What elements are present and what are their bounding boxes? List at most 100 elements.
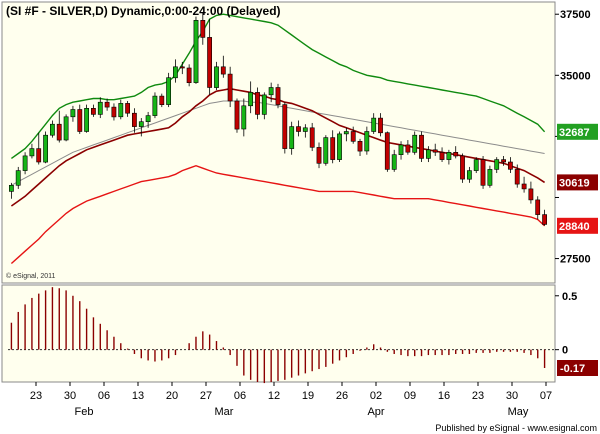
x-tick-label: 20: [166, 390, 178, 402]
x-tick-label: 23: [30, 390, 42, 402]
candle-body: [56, 123, 62, 141]
x-tick-label: 02: [370, 390, 382, 402]
candle-body: [166, 77, 171, 105]
candle-body: [214, 66, 219, 88]
candle-body: [261, 94, 267, 115]
osc-y-tick-label: 0: [562, 345, 568, 357]
candle-body: [207, 37, 212, 88]
x-tick-label: 19: [302, 390, 314, 402]
candle-body: [357, 141, 363, 152]
x-tick-label: 13: [132, 390, 144, 402]
candle-body: [227, 73, 233, 102]
candle-body: [343, 131, 349, 135]
footer-credit: Published by eSignal - www.esignal.com: [435, 423, 597, 433]
candle-body: [43, 134, 48, 163]
candle-body: [132, 112, 137, 127]
upper-band-value-badge-box: [557, 123, 598, 140]
x-tick-label: 26: [336, 390, 348, 402]
candle-body: [125, 103, 130, 114]
candle-body: [159, 95, 165, 105]
candle-body: [507, 161, 513, 170]
candle-body: [282, 104, 288, 149]
candle-body: [15, 170, 21, 186]
candle-body: [248, 92, 253, 107]
candle-body: [29, 148, 35, 157]
y-axis: 37500 35000 27500 32687 30619 28840: [555, 9, 598, 266]
candle-body: [220, 66, 226, 75]
middle-band-value-badge-box: [557, 174, 598, 191]
month-label: May: [508, 406, 529, 418]
candle-body: [542, 214, 547, 225]
upper-band-value-badge: 32687: [559, 127, 590, 139]
candle-body: [268, 87, 274, 96]
candle-body: [337, 133, 342, 160]
x-tick-label: 30: [506, 390, 518, 402]
candle-body: [432, 149, 438, 153]
lower-band-value-badge: 28840: [559, 221, 590, 233]
x-tick-label: 30: [64, 390, 76, 402]
candle-body: [118, 103, 124, 118]
x-tick-label: 12: [268, 390, 280, 402]
candle-body: [152, 95, 158, 116]
price-layer: [9, 12, 547, 265]
candle-body: [186, 67, 192, 83]
candle-body: [255, 92, 260, 115]
candle-body: [405, 144, 411, 153]
chart-credit: © eSignal, 2011: [6, 272, 56, 280]
candle-body: [241, 105, 247, 130]
price-panel: [1, 1, 556, 284]
candle-body: [49, 123, 55, 136]
y-tick-label: 37500: [560, 9, 591, 21]
x-tick-label: 27: [200, 390, 212, 402]
candle-body: [70, 109, 76, 118]
candle-body: [350, 131, 356, 142]
candle-body: [309, 127, 315, 148]
candle-body: [419, 134, 424, 159]
candle-body: [398, 144, 404, 155]
candle-body: [535, 199, 541, 215]
candle-body: [528, 188, 534, 201]
candle-body: [378, 117, 383, 134]
month-label: Apr: [367, 406, 384, 418]
candle-body: [36, 148, 42, 163]
candle-body: [384, 132, 390, 170]
candle-body: [173, 66, 178, 79]
candle-body: [466, 170, 472, 180]
candle-body: [302, 127, 308, 132]
oscillator-layer: [8, 287, 555, 384]
x-tick-label: 06: [234, 390, 246, 402]
candle-body: [97, 101, 103, 115]
candle-body: [514, 169, 520, 185]
candle-body: [104, 101, 110, 108]
oscillator-value-badge: -0.17: [560, 363, 585, 375]
osc-y-tick-label: 0.5: [562, 291, 577, 303]
lower-band-line: [10, 164, 546, 265]
candle-body: [138, 121, 144, 127]
candle-body: [145, 115, 151, 122]
candle-body: [179, 66, 185, 69]
x-tick-label: 23: [472, 390, 484, 402]
candle-body: [453, 152, 459, 157]
candle-body: [460, 155, 465, 180]
candle-body: [371, 117, 377, 132]
candle-body: [439, 152, 445, 160]
month-label: Feb: [75, 406, 94, 418]
x-tick-label: 06: [98, 390, 110, 402]
candle-body: [9, 185, 14, 192]
middle-band-value-badge: 30619: [559, 177, 590, 189]
candle-body: [234, 100, 240, 130]
candle-body: [364, 131, 370, 152]
y-tick-label: 27500: [560, 254, 591, 266]
candle-body: [480, 159, 486, 186]
candle-body: [446, 152, 452, 160]
candle-body: [91, 108, 96, 115]
candle-body: [289, 126, 295, 149]
candle-body: [84, 108, 89, 132]
candle-body: [22, 155, 28, 171]
candle-body: [63, 116, 69, 141]
candle-body: [111, 106, 117, 118]
chart-title: (SI #F - SILVER,D) Dynamic,0:00-24:00 (D…: [6, 4, 281, 18]
candle-body: [200, 19, 206, 38]
lower-band-value-badge-box: [557, 217, 598, 234]
